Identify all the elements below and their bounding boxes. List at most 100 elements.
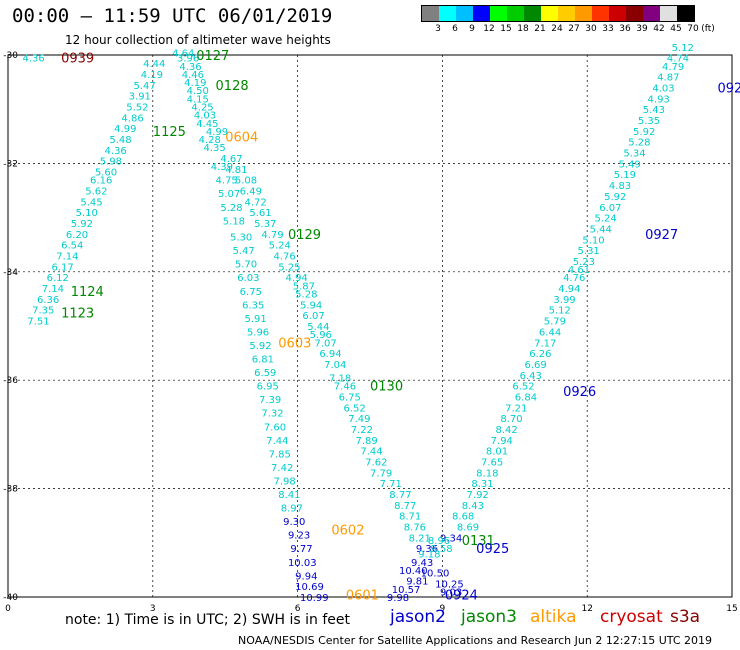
wave-height-value: 4.19 <box>184 78 206 89</box>
wave-height-value: 4.28 <box>199 135 221 146</box>
wave-height-value: 6.81 <box>252 355 274 366</box>
legend-item-altika: altika <box>530 607 577 627</box>
wave-height-value: 5.47 <box>232 246 254 257</box>
wave-height-value: 8.41 <box>278 490 300 501</box>
wave-height-value: 5.96 <box>310 330 332 341</box>
wave-height-value: 4.75 <box>216 176 238 187</box>
colorbar-swatch <box>541 6 558 21</box>
wave-height-value: 4.45 <box>196 119 218 130</box>
wave-height-value: 9.03 <box>440 588 462 599</box>
x-tick-label: 0 <box>5 604 11 614</box>
wave-height-value: 7.92 <box>467 490 489 501</box>
wave-height-value: 6.36 <box>37 295 59 306</box>
wave-height-value: 7.32 <box>261 409 283 420</box>
wave-height-value: 9.94 <box>295 571 317 582</box>
wave-height-value: 5.30 <box>230 233 252 244</box>
wave-height-value: 6.84 <box>515 392 537 403</box>
colorbar-tick-label: 24 <box>551 24 563 34</box>
wave-height-value: 6.69 <box>524 360 546 371</box>
wave-height-value: 5.98 <box>100 157 122 168</box>
wave-height-value: 5.10 <box>582 235 604 246</box>
wave-height-value: 4.74 <box>667 54 689 65</box>
pass-time-label: 0927 <box>645 228 678 243</box>
wave-height-value: 5.08 <box>235 176 257 187</box>
wave-height-value: 4.39 <box>211 162 233 173</box>
colorbar-tick-label: 70 <box>687 24 699 34</box>
wave-height-value: 4.93 <box>648 94 670 105</box>
footer-note: note: 1) Time is in UTC; 2) SWH is in fe… <box>65 612 351 628</box>
pass-time-label: 1123 <box>61 306 94 321</box>
wave-height-value: 6.07 <box>599 203 621 214</box>
colorbar-tick-label: 30 <box>585 24 597 34</box>
wave-height-value: 4.25 <box>191 102 213 113</box>
wave-height-value: 8.77 <box>394 501 416 512</box>
wave-height-value: 6.54 <box>61 241 83 252</box>
wave-height-value: 6.52 <box>343 403 365 414</box>
wave-height-value: 4.76 <box>273 252 295 263</box>
wave-height-value: 7.46 <box>334 382 356 393</box>
wave-height-value: 7.14 <box>42 284 64 295</box>
wave-height-value: 8.68 <box>452 512 474 523</box>
wave-height-value: 7.35 <box>32 306 54 317</box>
wave-height-value: 10.50 <box>421 569 450 580</box>
colorbar-ticks: (ft) 3 6 9 12 15 18 21 24 27 30 33 36 39 42 45 70 <box>421 22 715 34</box>
wave-height-value: 9.98 <box>387 593 409 604</box>
wave-height-value: 4.03 <box>652 84 674 95</box>
pass-time-label: 0926 <box>563 385 596 400</box>
wave-height-value: 5.28 <box>295 289 317 300</box>
wave-height-value: 8.71 <box>399 512 421 523</box>
footer-credit: NOAA/NESDIS Center for Satellite Applica… <box>238 634 713 647</box>
y-tick-label: -38 <box>3 485 18 495</box>
wave-height-value: 4.15 <box>187 94 209 105</box>
wave-height-value: 5.12 <box>549 306 571 317</box>
wave-height-value: 5.10 <box>76 208 98 219</box>
wave-height-value: 4.72 <box>245 197 267 208</box>
wave-height-value: 7.51 <box>27 317 49 328</box>
wave-height-value: 10.40 <box>399 566 428 577</box>
colorbar-tick-label: 15 <box>500 24 512 34</box>
legend-item-s3a: s3a <box>670 607 701 627</box>
wave-height-value: 6.44 <box>539 327 561 338</box>
wave-height-value: 8.70 <box>500 414 522 425</box>
pass-time-label: 0924 <box>445 588 478 603</box>
pass-time-label: 0602 <box>331 523 364 538</box>
wave-height-value: 9.36 <box>416 544 438 555</box>
wave-height-value: 7.94 <box>491 436 513 447</box>
y-tick-label: -36 <box>3 376 18 386</box>
colorbar-tick-label: 33 <box>602 24 614 34</box>
wave-height-value: 5.52 <box>126 102 148 113</box>
wave-height-value: 7.22 <box>351 425 373 436</box>
wave-height-value: 10.99 <box>300 593 329 604</box>
wave-height-value: 5.61 <box>249 208 271 219</box>
wave-height-value: 4.61 <box>568 265 590 276</box>
wave-height-value: 4.79 <box>261 230 283 241</box>
colorbar-swatch <box>524 6 541 21</box>
wave-height-value: 7.21 <box>505 403 527 414</box>
colorbar-tick-label: 6 <box>452 24 458 34</box>
wave-height-value: 4.99 <box>206 127 228 138</box>
wave-height-value: 5.23 <box>573 257 595 268</box>
colorbar-tick-label: 3 <box>435 24 441 34</box>
wave-height-value: 4.35 <box>203 143 225 154</box>
wave-height-value: 7.62 <box>365 458 387 469</box>
wave-height-value: 7.71 <box>380 479 402 490</box>
wave-height-value: 7.14 <box>56 252 78 263</box>
wave-height-value: 5.62 <box>85 187 107 198</box>
pass-time-label: 0128 <box>216 79 249 94</box>
wave-height-value: 3.96 <box>177 54 199 65</box>
wave-height-value: 6.17 <box>51 262 73 273</box>
wave-height-value: 6.52 <box>512 382 534 393</box>
wave-height-value: 5.12 <box>672 43 694 54</box>
wave-height-value: 6.16 <box>90 176 112 187</box>
colorbar-tick-label: 9 <box>469 24 475 34</box>
wave-height-value: 8.01 <box>486 447 508 458</box>
wave-height-value: 4.36 <box>105 146 127 157</box>
wave-height-value: 6.94 <box>319 349 341 360</box>
wave-height-value: 6.43 <box>520 371 542 382</box>
y-tick-label: -32 <box>3 159 18 169</box>
wave-height-value: 10.03 <box>288 558 317 569</box>
wave-height-value: 5.25 <box>278 262 300 273</box>
pass-time-label: 0131 <box>462 534 495 549</box>
wave-height-value: 5.92 <box>633 127 655 138</box>
pass-time-label: 0130 <box>370 380 403 395</box>
